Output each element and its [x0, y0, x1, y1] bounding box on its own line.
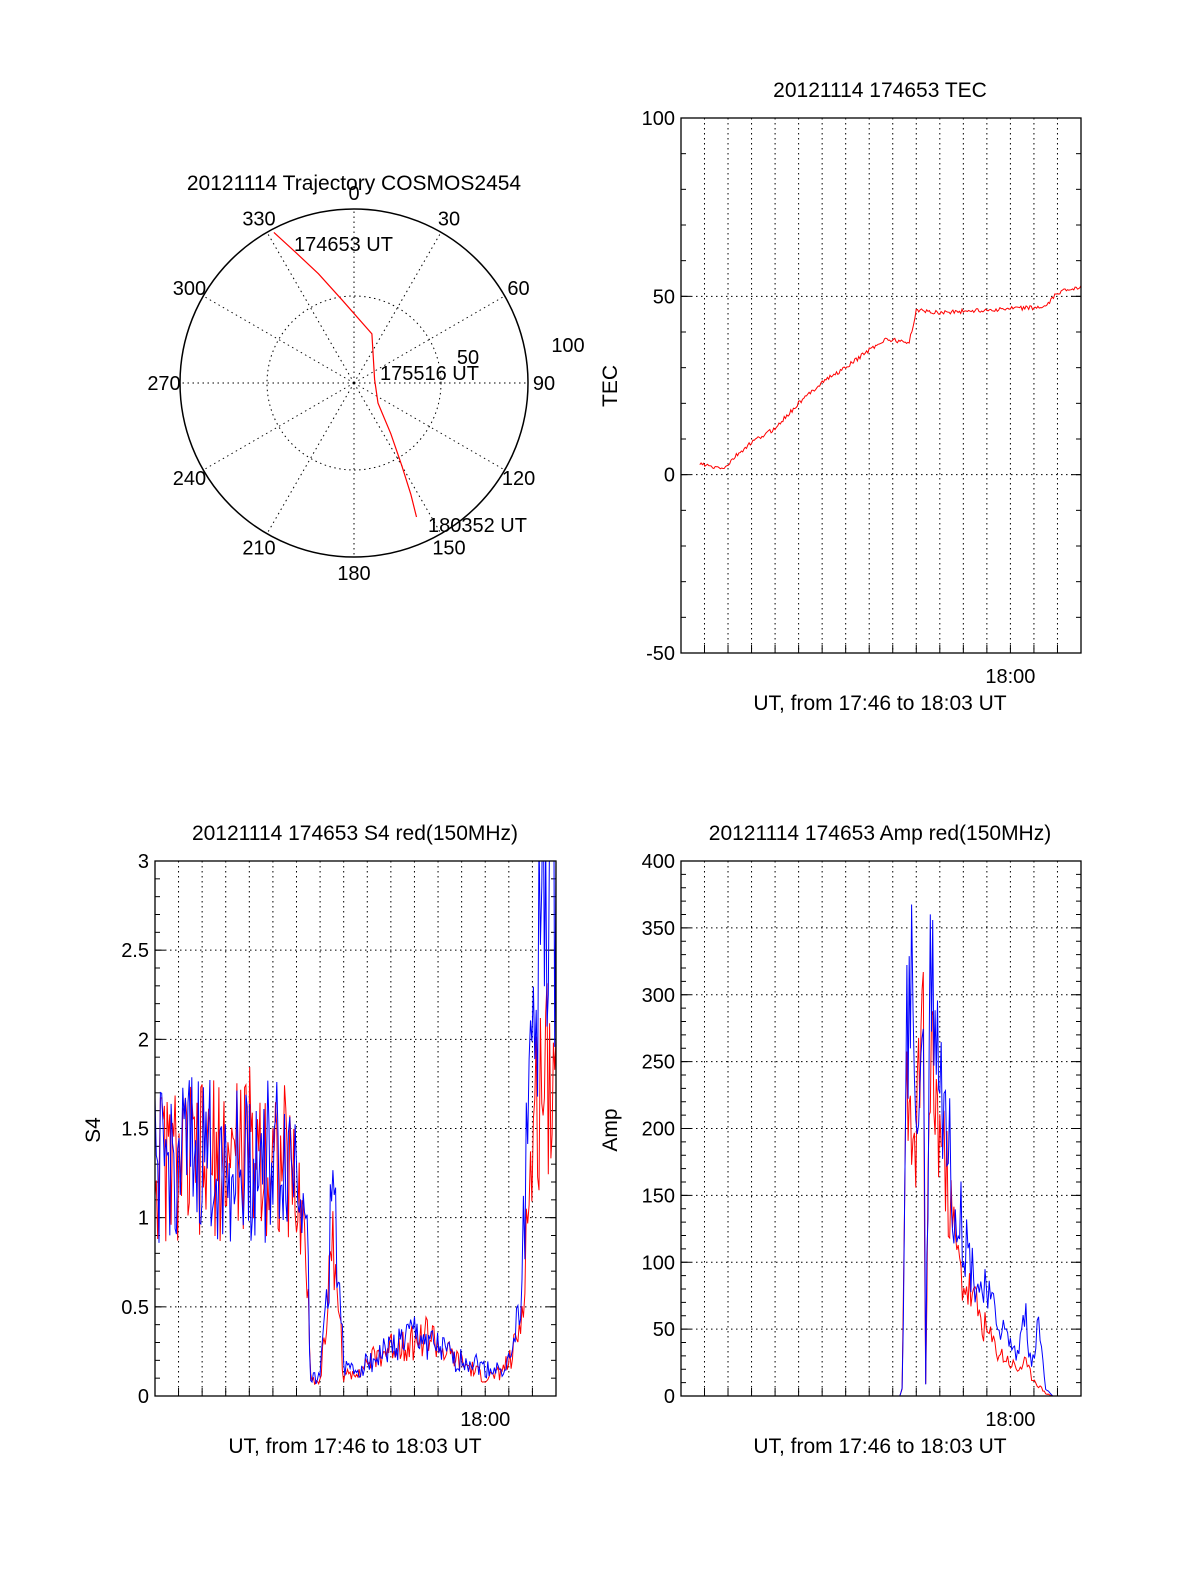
- amp-ytick-label: 100: [642, 1252, 675, 1274]
- tec-y-tick-labels: -50 0 50 100: [642, 108, 675, 665]
- polar-spoke: [353, 232, 442, 384]
- s4-frame: [154, 860, 557, 1397]
- amp-x-tick-labels: 18:00: [985, 1409, 1035, 1431]
- amp-grid: [681, 860, 1081, 1397]
- polar-annotation-mid: 175516 UT: [380, 363, 479, 385]
- tec-grid: [681, 117, 1081, 654]
- polar-annotation-end: 180352 UT: [428, 515, 527, 537]
- tec-series: [699, 285, 1081, 470]
- amp-series-line-1: [699, 904, 1081, 1396]
- s4-ytick-label: 0: [138, 1386, 149, 1408]
- s4-x-tick-labels: 18:00: [460, 1409, 510, 1431]
- s4-ytick-label: 1: [138, 1208, 149, 1230]
- amp-frame: [680, 860, 1082, 1397]
- amp-ytick-label: 50: [653, 1319, 675, 1341]
- polar-angle-label: 0: [348, 183, 359, 205]
- polar-angle-label: 270: [147, 373, 180, 395]
- s4-ytick-label: 3: [138, 851, 149, 873]
- polar-radial-label-100: 100: [551, 335, 584, 357]
- amp-ytick-label: 200: [642, 1119, 675, 1141]
- amp-ytick-label: 150: [642, 1185, 675, 1207]
- tec-x-tick-labels: 18:00: [985, 666, 1035, 688]
- amp-y-tick-labels: 0 50 100 150 200 250 300 350 400: [642, 851, 675, 1408]
- polar-angle-label: 60: [507, 278, 529, 300]
- amp-x-label: UT, from 17:46 to 18:03 UT: [753, 1435, 1006, 1458]
- s4-y-label: S4: [82, 1117, 105, 1143]
- amp-ytick-label: 350: [642, 918, 675, 940]
- polar-angle-labels: 0 30 60 90 120 150 180 210 240 270 300 330: [147, 183, 555, 585]
- s4-ytick-label: 2.5: [121, 940, 149, 962]
- polar-angle-label: 90: [533, 373, 555, 395]
- polar-spoke: [353, 295, 505, 384]
- polar-angle-label: 240: [173, 468, 206, 490]
- amp-ytick-label: 300: [642, 985, 675, 1007]
- polar-trajectory-line: [273, 231, 418, 518]
- tec-panel: 20121114 174653 TEC -50 0 50 100 18:00 UT, …: [599, 79, 1082, 715]
- polar-spoke: [203, 382, 355, 471]
- amp-xtick-label: 18:00: [985, 1409, 1035, 1431]
- tec-ytick-label: 100: [642, 108, 675, 130]
- polar-angle-label: 300: [173, 278, 206, 300]
- tec-ytick-label: 50: [653, 286, 675, 308]
- polar-spoke: [266, 382, 355, 534]
- amp-title: 20121114 174653 Amp red(150MHz): [709, 822, 1051, 845]
- s4-xtick-label: 18:00: [460, 1409, 510, 1431]
- s4-ytick-label: 0.5: [121, 1297, 149, 1319]
- s4-series-line-1: [155, 861, 556, 1385]
- polar-angle-label: 330: [242, 208, 275, 230]
- tec-series-line-0: [699, 285, 1081, 470]
- s4-x-label: UT, from 17:46 to 18:03 UT: [228, 1435, 481, 1458]
- s4-panel: 20121114 174653 S4 red(150MHz) 0 0.5 1 1.5 2…: [82, 822, 557, 1458]
- s4-title: 20121114 174653 S4 red(150MHz): [192, 822, 518, 845]
- polar-angle-label: 30: [438, 208, 460, 230]
- polar-series: [273, 231, 418, 518]
- amp-panel: 20121114 174653 Amp red(150MHz) 0 50 100 15…: [599, 822, 1082, 1458]
- s4-ytick-label: 1.5: [121, 1119, 149, 1141]
- polar-spoke: [353, 382, 505, 471]
- polar-spoke: [203, 295, 355, 384]
- polar-spoke: [266, 232, 355, 384]
- s4-grid: [155, 860, 556, 1397]
- polar-angle-label: 180: [337, 563, 370, 585]
- s4-series-line-0: [155, 983, 556, 1386]
- tec-title: 20121114 174653 TEC: [773, 79, 987, 102]
- polar-angle-label: 150: [432, 538, 465, 560]
- amp-series: [699, 904, 1081, 1396]
- polar-title: 20121114 Trajectory COSMOS2454: [187, 172, 522, 195]
- polar-angle-label: 120: [502, 468, 535, 490]
- polar-annotation-start: 174653 UT: [294, 234, 393, 256]
- tec-x-label: UT, from 17:46 to 18:03 UT: [753, 692, 1006, 715]
- tec-ytick-label: 0: [664, 465, 675, 487]
- tec-ytick-label: -50: [646, 643, 675, 665]
- amp-series-line-0: [699, 971, 1081, 1396]
- polar-panel: 20121114 Trajectory COSMOS2454 0 30 60 90 12…: [147, 172, 584, 585]
- amp-ytick-label: 400: [642, 851, 675, 873]
- tec-y-label: TEC: [599, 365, 622, 407]
- polar-grid: [179, 208, 529, 558]
- polar-outer-circle: [179, 208, 529, 558]
- polar-inner-circle: [266, 295, 442, 471]
- polar-radial-label-50: 50: [457, 347, 479, 369]
- s4-y-tick-labels: 0 0.5 1 1.5 2 2.5 3: [121, 851, 149, 1408]
- amp-y-label: Amp: [599, 1108, 622, 1151]
- amp-ytick-label: 250: [642, 1052, 675, 1074]
- s4-series: [155, 861, 556, 1386]
- s4-ytick-label: 2: [138, 1029, 149, 1051]
- tec-xtick-label: 18:00: [985, 666, 1035, 688]
- polar-angle-label: 210: [242, 538, 275, 560]
- polar-spoke: [353, 382, 442, 534]
- tec-frame: [680, 117, 1082, 654]
- amp-ytick-label: 0: [664, 1386, 675, 1408]
